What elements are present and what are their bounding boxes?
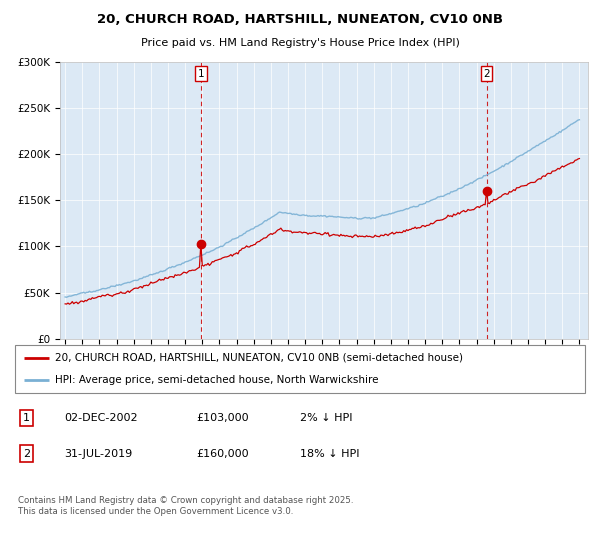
Text: HPI: Average price, semi-detached house, North Warwickshire: HPI: Average price, semi-detached house,… — [55, 375, 379, 385]
Text: 2: 2 — [483, 69, 490, 78]
Text: 1: 1 — [23, 413, 30, 423]
Text: Contains HM Land Registry data © Crown copyright and database right 2025.
This d: Contains HM Land Registry data © Crown c… — [18, 496, 353, 516]
Text: 2% ↓ HPI: 2% ↓ HPI — [300, 413, 353, 423]
Text: 20, CHURCH ROAD, HARTSHILL, NUNEATON, CV10 0NB: 20, CHURCH ROAD, HARTSHILL, NUNEATON, CV… — [97, 13, 503, 26]
Text: 02-DEC-2002: 02-DEC-2002 — [64, 413, 137, 423]
Text: 2: 2 — [23, 449, 30, 459]
Text: £103,000: £103,000 — [196, 413, 249, 423]
Text: 18% ↓ HPI: 18% ↓ HPI — [300, 449, 359, 459]
Text: Price paid vs. HM Land Registry's House Price Index (HPI): Price paid vs. HM Land Registry's House … — [140, 38, 460, 48]
Text: £160,000: £160,000 — [196, 449, 249, 459]
FancyBboxPatch shape — [15, 346, 585, 393]
Text: 20, CHURCH ROAD, HARTSHILL, NUNEATON, CV10 0NB (semi-detached house): 20, CHURCH ROAD, HARTSHILL, NUNEATON, CV… — [55, 353, 463, 363]
Text: 1: 1 — [197, 69, 204, 78]
Text: 31-JUL-2019: 31-JUL-2019 — [64, 449, 132, 459]
